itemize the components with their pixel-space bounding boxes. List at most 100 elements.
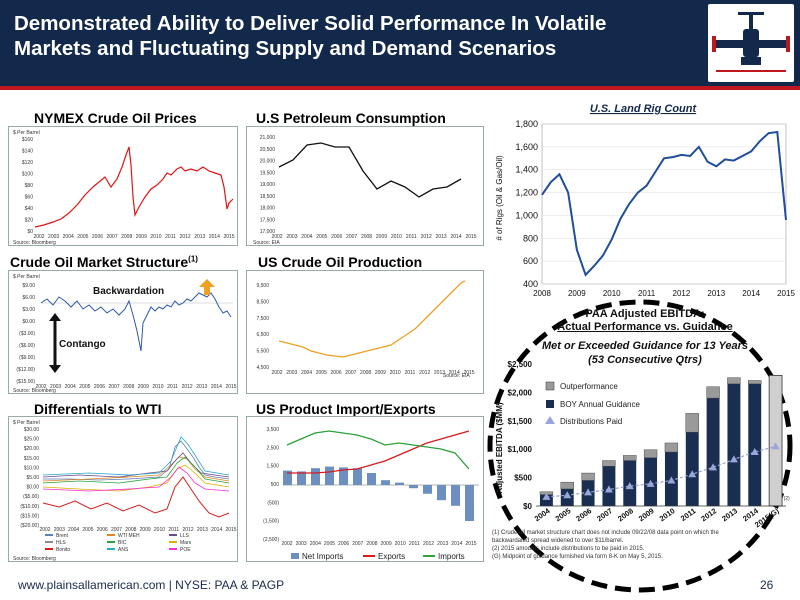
nymex-ytick: $40 <box>25 206 34 212</box>
ebitda-chart: Adjusted EBITDA ($MM) $0 $500 $1,000 $1,500… <box>488 358 794 530</box>
ebitda-outperformance-bar <box>560 481 574 490</box>
consumption-chart: 21,000 20,500 20,000 19,500 19,000 18,500 18,0… <box>246 126 484 246</box>
consumption-xtick: 2006 <box>331 234 342 240</box>
header-accent-rule <box>0 86 800 90</box>
imports-exports-xtick: 2008 <box>366 541 377 547</box>
ebitda-subtitle-line-1: Met or Exceeded Guidance for 13 Years <box>541 340 749 352</box>
ebitda-last-sup: (2) <box>784 496 790 502</box>
production-xtick: 2010 <box>390 370 401 376</box>
production-xtick: 2007 <box>345 370 356 376</box>
title-line-2: Markets and Fluctuating Supply and Deman… <box>14 37 557 60</box>
structure-ytick: $6.00 <box>22 295 35 301</box>
nymex-source: Source: Bloomberg <box>13 240 56 246</box>
differentials-xtick: 2010 <box>154 527 165 533</box>
production-ytick: 6,500 <box>256 332 269 338</box>
ebitda-xtick: 2015(G) <box>753 506 781 529</box>
production-xtick: 2014 <box>449 370 460 376</box>
footnote-2: (2) 2015 amounts include distributions t… <box>492 546 645 552</box>
structure-xtick: 2009 <box>138 384 149 390</box>
structure-ytick: ($12.00) <box>16 367 35 373</box>
rig-count-title: U.S. Land Rig Count <box>590 103 698 115</box>
nymex-xtick: 2009 <box>136 234 147 240</box>
production-xtick: 2012 <box>419 370 430 376</box>
imports-exports-xtick: 2003 <box>296 541 307 547</box>
consumption-xtick: 2010 <box>391 234 402 240</box>
imports-exports-chart: 3,500 2,500 1,500 500 (500) (1,500) (2,500) 20… <box>246 416 484 562</box>
valve-logo-icon <box>712 12 790 72</box>
differentials-xtick: 2008 <box>125 527 136 533</box>
structure-ytick: $9.00 <box>22 283 35 289</box>
production-xtick: 2011 <box>405 370 416 376</box>
production-xtick: 2008 <box>360 370 371 376</box>
production-source: Source: EIA <box>443 373 470 379</box>
consumption-ytick: 18,500 <box>260 194 276 200</box>
ebitda-xtick: 2011 <box>679 506 697 523</box>
production-ytick: 8,500 <box>256 299 269 305</box>
ebitda-guidance-bar <box>748 383 762 506</box>
imports-exports-xtick: 2004 <box>310 541 321 547</box>
rig-count-xtick: 2010 <box>603 289 621 298</box>
ebitda-outperformance-bar <box>581 472 595 481</box>
footnotes: (1) Crude oil market structure chart doe… <box>492 529 792 561</box>
distribution-marker <box>688 470 697 478</box>
rig-count-ytick: 1,400 <box>515 165 538 175</box>
panel-title-production: US Crude Oil Production <box>258 254 423 270</box>
footnote-g: (G) Midpoint of guidance furnished via f… <box>492 554 663 560</box>
consumption-ytick: 19,000 <box>260 182 276 188</box>
differentials-legend-label: POE <box>180 547 191 553</box>
consumption-xtick: 2003 <box>286 234 297 240</box>
ebitda-outperformance-bar <box>685 413 699 433</box>
ebitda-ytick: $1,500 <box>508 417 533 426</box>
ebitda-title-line-1: PAA Adjusted EBITDA: <box>585 308 705 320</box>
differentials-xtick: 2012 <box>183 527 194 533</box>
structure-ytick: $0.00 <box>22 319 35 325</box>
consumption-xtick: 2011 <box>406 234 417 240</box>
ebitda-ytick: $2,000 <box>508 388 533 397</box>
nymex-ytick: $160 <box>22 137 33 143</box>
differentials-series-hls <box>42 466 230 492</box>
consumption-xtick: 2015 <box>465 234 476 240</box>
page-title: Demonstrated Ability to Deliver Solid Pe… <box>14 11 694 61</box>
consumption-line <box>278 142 462 198</box>
nymex-ytick: $100 <box>22 172 33 178</box>
panel-title-consumption: U.S Petroleum Consumption <box>256 110 446 126</box>
net-imports-bar <box>451 485 460 506</box>
ebitda-subtitle: Met or Exceeded Guidance for 13 Years (5… <box>500 339 790 367</box>
ebitda-title-line-2: Actual Performance vs. Guidance <box>557 321 733 333</box>
panel-title-imports-exports: US Product Import/Exports <box>256 401 436 417</box>
ebitda-ytick: $0 <box>523 502 532 511</box>
production-xtick: 2003 <box>286 370 297 376</box>
structure-xtick: 2006 <box>94 384 105 390</box>
nymex-chart: $ Per Barrel $160 $140 $120 $100 $80 $60 $40 $2… <box>8 126 238 246</box>
distribution-marker <box>667 476 676 484</box>
differentials-ytick: $0.00 <box>26 485 39 491</box>
differentials-ytick: ($20.00) <box>20 523 39 529</box>
structure-source: Source: Bloomberg <box>13 388 56 394</box>
imports-exports-ytick: 3,500 <box>266 427 279 433</box>
net-imports-bar <box>353 468 362 485</box>
consumption-ytick: 20,000 <box>260 159 276 165</box>
differentials-ytick: $25.00 <box>24 437 40 443</box>
nymex-ytick: $140 <box>22 149 33 155</box>
net-imports-bar <box>395 482 404 485</box>
nymex-xtick: 2010 <box>150 234 161 240</box>
consumption-ytick: 17,500 <box>260 217 276 223</box>
ebitda-outperformance-bar <box>748 380 762 385</box>
imports-exports-xtick: 2009 <box>381 541 392 547</box>
consumption-xtick: 2014 <box>451 234 462 240</box>
footer-website: www.plainsallamerican.com | NYSE: PAA & … <box>18 578 285 592</box>
nymex-ytick: $80 <box>25 183 34 189</box>
backwardation-label: Backwardation <box>93 286 164 297</box>
differentials-xtick: 2003 <box>54 527 65 533</box>
imports-exports-xtick: 2011 <box>409 541 420 547</box>
differentials-ytick: ($15.00) <box>20 513 39 519</box>
consumption-xtick: 2013 <box>436 234 447 240</box>
legend-swatch-guidance <box>546 400 554 408</box>
distribution-marker <box>709 463 718 471</box>
structure-ytick: ($9.00) <box>19 355 35 361</box>
differentials-ytick: $5.00 <box>26 475 39 481</box>
distribution-marker <box>542 492 551 500</box>
imports-exports-xtick: 2015 <box>465 541 476 547</box>
consumption-xtick: 2007 <box>346 234 357 240</box>
ebitda-outperformance-bar <box>643 449 658 458</box>
